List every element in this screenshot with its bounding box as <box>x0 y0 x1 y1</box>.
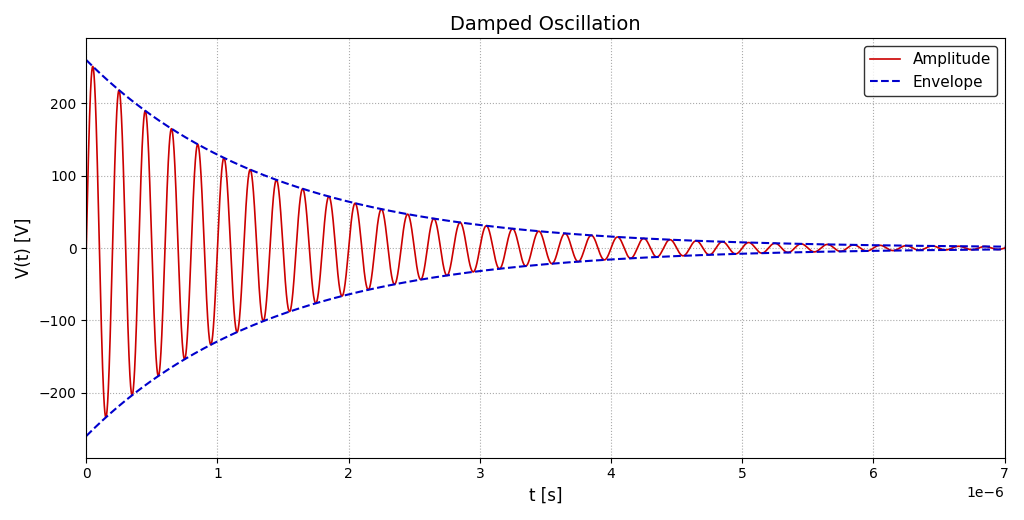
Envelope <box>80 57 92 63</box>
Line: Envelope: Envelope <box>86 60 1005 246</box>
X-axis label: t [s]: t [s] <box>528 487 562 505</box>
Amplitude <box>950 243 963 250</box>
Title: Damped Oscillation: Damped Oscillation <box>451 15 641 34</box>
Envelope <box>529 228 542 234</box>
Envelope <box>950 243 963 249</box>
Legend: Amplitude, Envelope: Amplitude, Envelope <box>863 46 997 96</box>
Y-axis label: V(t) [V]: V(t) [V] <box>15 218 33 278</box>
Line: Amplitude: Amplitude <box>86 67 1005 418</box>
Envelope <box>260 173 272 179</box>
Amplitude <box>119 203 131 210</box>
Envelope <box>135 105 147 111</box>
Amplitude <box>84 91 96 97</box>
Amplitude <box>260 298 272 304</box>
Amplitude <box>998 245 1011 251</box>
Envelope <box>118 92 130 98</box>
Amplitude <box>99 414 112 421</box>
Envelope <box>84 61 96 67</box>
Amplitude <box>135 162 147 168</box>
Amplitude <box>80 245 92 251</box>
Amplitude <box>87 63 99 70</box>
Envelope <box>998 243 1011 250</box>
Amplitude <box>529 233 542 240</box>
